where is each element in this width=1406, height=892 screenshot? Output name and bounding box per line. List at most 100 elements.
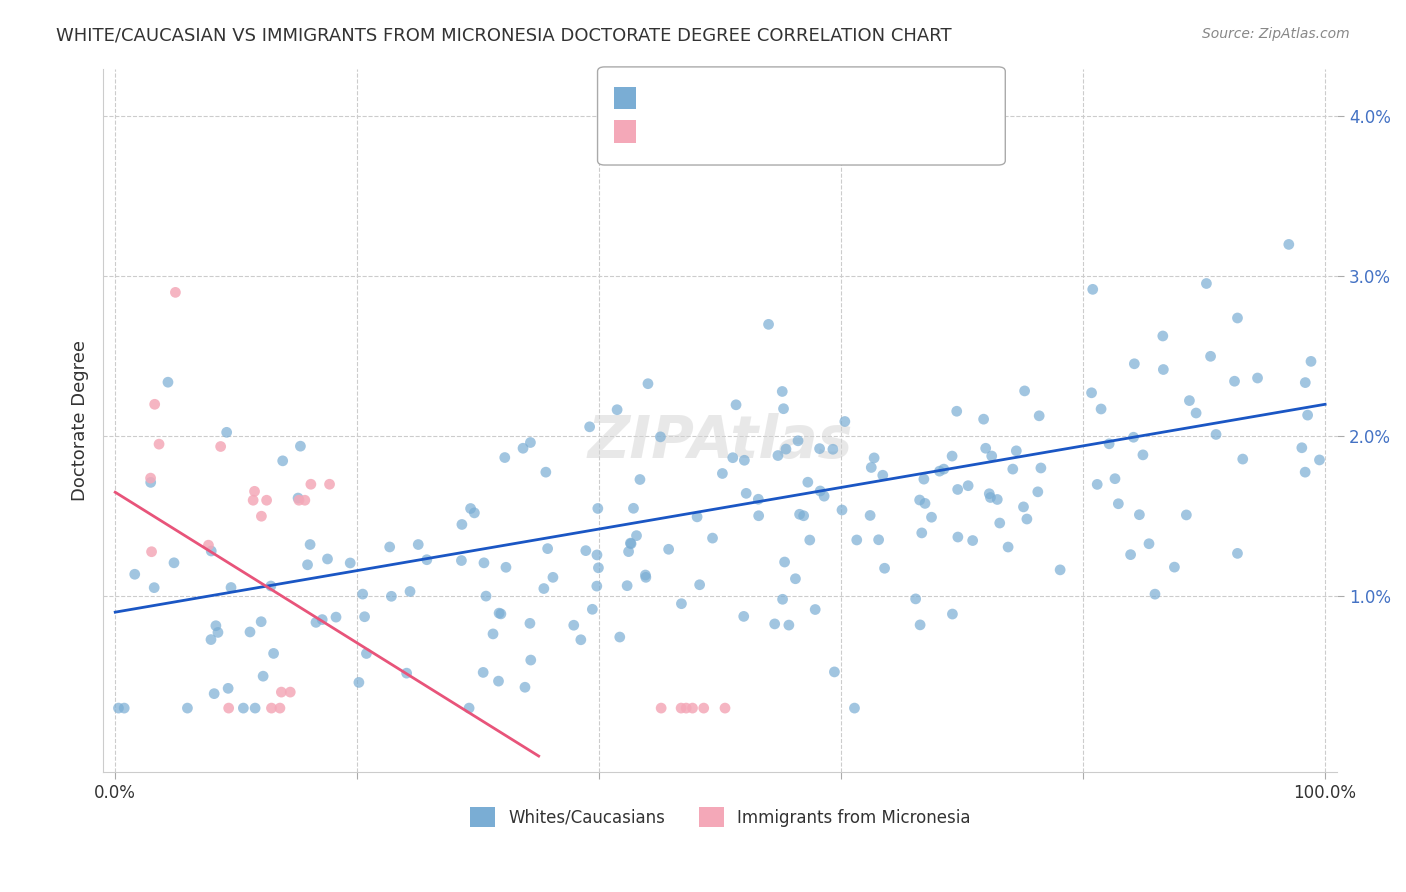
Point: [789, 508, 811, 522]
Point: [271, 454, 294, 468]
Point: [702, 531, 724, 545]
Point: [260, 579, 283, 593]
Point: [263, 647, 285, 661]
Point: [773, 555, 796, 569]
Point: [693, 701, 716, 715]
Point: [460, 501, 482, 516]
Point: [912, 472, 935, 486]
Point: [1080, 385, 1102, 400]
Point: [1308, 453, 1330, 467]
Point: [772, 592, 794, 607]
Point: [519, 616, 541, 631]
Point: [1205, 427, 1227, 442]
Point: [395, 666, 418, 681]
Point: [139, 471, 162, 485]
Point: [714, 701, 737, 715]
Point: [616, 579, 638, 593]
Point: [686, 509, 709, 524]
Point: [416, 552, 439, 566]
Point: [1291, 441, 1313, 455]
Point: [620, 537, 643, 551]
Point: [1226, 546, 1249, 560]
Point: [962, 533, 984, 548]
Point: [634, 568, 657, 582]
Point: [513, 680, 536, 694]
Point: [845, 533, 868, 547]
Point: [352, 587, 374, 601]
Point: [979, 491, 1001, 505]
Point: [808, 442, 831, 456]
Point: [339, 556, 361, 570]
Point: [946, 483, 969, 497]
Point: [637, 376, 659, 391]
Point: [725, 398, 748, 412]
Point: [921, 510, 943, 524]
Point: [311, 613, 333, 627]
Point: [787, 434, 810, 448]
Point: [1122, 430, 1144, 444]
Point: [747, 492, 769, 507]
Point: [148, 437, 170, 451]
Point: [634, 570, 657, 584]
Point: [1085, 477, 1108, 491]
Point: [163, 556, 186, 570]
Point: [243, 701, 266, 715]
Point: [219, 581, 242, 595]
Point: [1029, 461, 1052, 475]
Point: [472, 665, 495, 680]
Point: [988, 516, 1011, 530]
Point: [215, 425, 238, 440]
Point: [1081, 282, 1104, 296]
Point: [297, 558, 319, 572]
Point: [290, 439, 312, 453]
Point: [872, 468, 894, 483]
Point: [1178, 393, 1201, 408]
Point: [823, 665, 845, 679]
Point: [793, 508, 815, 523]
Point: [318, 477, 340, 491]
Point: [973, 412, 995, 426]
Point: [232, 701, 254, 715]
Point: [256, 493, 278, 508]
Point: [772, 401, 794, 416]
Point: [980, 449, 1002, 463]
Point: [202, 687, 225, 701]
Point: [628, 473, 651, 487]
Point: [914, 496, 936, 510]
Point: [626, 528, 648, 542]
Point: [489, 607, 512, 621]
Point: [1104, 472, 1126, 486]
Point: [269, 701, 291, 715]
Point: [778, 618, 800, 632]
Point: [250, 509, 273, 524]
Text: R =: R =: [640, 120, 676, 138]
Point: [1175, 508, 1198, 522]
Point: [463, 506, 485, 520]
Point: [775, 442, 797, 456]
Text: -0.316: -0.316: [682, 120, 741, 138]
Point: [299, 537, 322, 551]
Point: [380, 589, 402, 603]
Point: [941, 607, 963, 621]
Point: [808, 483, 831, 498]
Point: [831, 503, 853, 517]
Point: [586, 548, 609, 562]
Point: [1001, 462, 1024, 476]
Point: [733, 609, 755, 624]
Y-axis label: Doctorate Degree: Doctorate Degree: [72, 340, 89, 500]
Point: [1012, 500, 1035, 514]
Point: [904, 591, 927, 606]
Point: [860, 460, 883, 475]
Point: [1232, 452, 1254, 467]
Point: [675, 701, 697, 715]
Point: [519, 435, 541, 450]
Point: [287, 491, 309, 505]
Point: [1246, 371, 1268, 385]
Point: [682, 701, 704, 715]
Point: [1014, 384, 1036, 398]
Point: [868, 533, 890, 547]
Point: [270, 685, 292, 699]
Point: [617, 544, 640, 558]
Point: [1195, 277, 1218, 291]
Point: [205, 618, 228, 632]
